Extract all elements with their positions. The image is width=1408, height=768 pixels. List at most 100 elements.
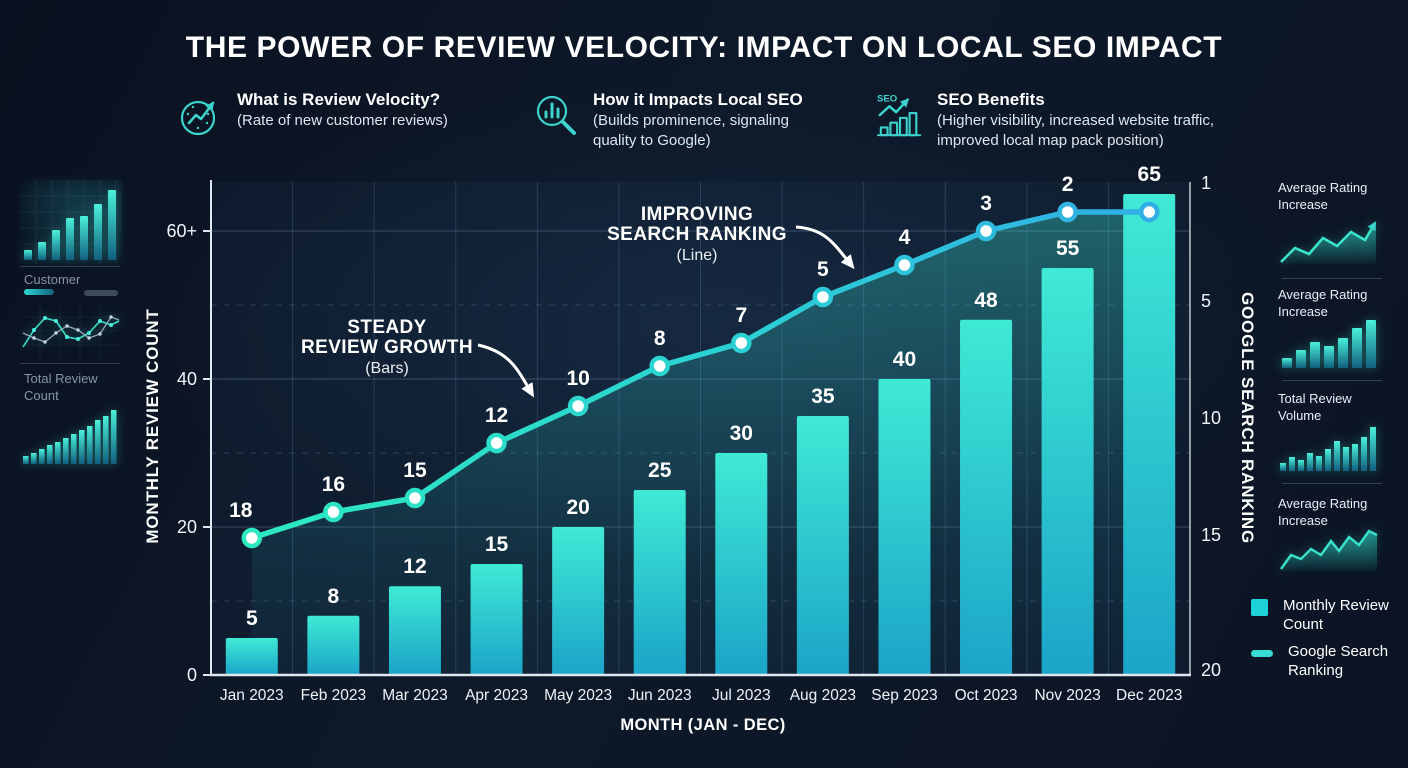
bar-value-label: 55	[1056, 237, 1080, 260]
left-thumbnail-bar-chart	[20, 180, 122, 264]
annotation-sub: (Line)	[676, 246, 718, 264]
line-point	[323, 501, 344, 523]
line-value-label: 4	[899, 226, 911, 249]
header-subtitle: (Builds prominence, signaling quality to…	[593, 112, 789, 149]
magnifier-chart-icon	[536, 95, 576, 135]
bar-value-label: 35	[811, 385, 835, 408]
legend-label: Google Search Ranking	[1288, 643, 1389, 679]
header-item-review-velocity: What is Review Velocity? (Rate of new cu…	[176, 90, 506, 140]
bar	[633, 490, 686, 675]
right-thumbnail-bar-chart-dense	[1280, 427, 1376, 471]
annotation-line: IMPROVING	[640, 204, 754, 225]
bar	[796, 416, 849, 675]
header-item-seo-benefits: SEO SEO Benefits (Higher visibility, inc…	[876, 90, 1244, 150]
annotation-line: STEADY	[347, 317, 427, 338]
annotation-steady-review-growth: STEADY REVIEW GROWTH (Bars)	[272, 318, 502, 378]
bar	[715, 453, 768, 675]
x-axis-label: Feb 2023	[301, 687, 367, 704]
right-axis-tick: 20	[1201, 660, 1221, 680]
line-point	[894, 254, 915, 276]
right-axis-tick: 15	[1201, 525, 1221, 545]
header-title: SEO Benefits	[937, 90, 1045, 109]
line-point	[812, 286, 834, 308]
x-axis-label: Jan 2023	[220, 687, 284, 704]
header-subtitle: (Higher visibility, increased website tr…	[937, 112, 1215, 149]
divider	[20, 266, 120, 267]
line-point	[567, 395, 589, 417]
left-axis-tick: 0	[187, 665, 197, 685]
line-value-label: 15	[403, 459, 427, 482]
x-axis-label: Oct 2023	[955, 687, 1018, 704]
left-thumbnail-bar-chart-small	[23, 410, 117, 464]
line-value-label: 8	[654, 327, 666, 350]
left-sidebar-label-customer: Customer	[24, 272, 81, 287]
header-item-local-seo: How it Impacts Local SEO (Builds promine…	[532, 90, 832, 150]
legend-item-google-search-ranking: Google Search Ranking	[1251, 643, 1400, 681]
legend-bar-swatch	[1251, 599, 1268, 616]
bar	[470, 564, 523, 675]
right-thumbnail-area-arrow	[1280, 221, 1377, 264]
line-value-label: 7	[735, 304, 747, 327]
x-axis-label: Mar 2023	[382, 687, 447, 704]
legend-label: Monthly Review Count	[1283, 597, 1389, 633]
x-axis-label: Apr 2023	[465, 687, 528, 704]
header-text: What is Review Velocity? (Rate of new cu…	[237, 90, 448, 131]
right-axis-title: GOOGLE SEARCH RANKING	[1238, 292, 1257, 544]
right-axis-tick: 1	[1201, 173, 1211, 193]
x-axis-label: May 2023	[544, 687, 612, 704]
bar-value-label: 30	[730, 422, 753, 445]
annotation-line: REVIEW GROWTH	[301, 336, 473, 358]
right-axis-tick: 10	[1201, 408, 1221, 428]
right-thumbnail-area-chart	[1280, 529, 1378, 571]
header-subtitle: (Rate of new customer reviews)	[237, 112, 448, 130]
bar-value-label: 25	[648, 459, 672, 482]
progress-pill-gray	[84, 290, 118, 296]
left-axis-tick: 20	[177, 517, 197, 537]
left-thumbnail-line-chart	[20, 303, 122, 361]
bar-value-label: 12	[403, 555, 426, 578]
annotation-line: SEARCH RANKING	[607, 223, 787, 245]
line-value-label: 16	[322, 473, 345, 496]
right-sidebar-label-3: Total Review Volume	[1278, 391, 1352, 423]
page-title: THE POWER OF REVIEW VELOCITY: IMPACT ON …	[185, 31, 1223, 64]
annotation-arrow-bars	[477, 343, 535, 398]
x-axis-label: Dec 2023	[1116, 687, 1182, 704]
annotation-arrow-line	[795, 225, 855, 270]
x-axis-label: Aug 2023	[790, 687, 856, 704]
bar	[1041, 268, 1094, 675]
bar-value-label: 5	[246, 607, 258, 630]
divider	[1282, 380, 1382, 381]
right-sidebar-label-4: Average Rating Increase	[1278, 496, 1368, 528]
bar	[225, 638, 278, 675]
line-value-label: 2	[1062, 173, 1074, 196]
header-text: How it Impacts Local SEO (Builds promine…	[593, 90, 831, 150]
divider	[1282, 278, 1382, 279]
x-axis-label: Jun 2023	[628, 687, 692, 704]
bar	[388, 586, 441, 675]
legend-item-monthly-review-count: Monthly Review Count	[1251, 597, 1395, 635]
left-axis-title: MONTHLY REVIEW COUNT	[143, 308, 162, 544]
left-axis-tick: 40	[177, 369, 197, 389]
bar	[960, 319, 1013, 675]
line-point	[731, 332, 752, 354]
left-axis-tick: 60+	[166, 221, 197, 241]
left-sidebar-label-total-review-count: Total Review Count	[24, 371, 98, 403]
bar-value-label: 48	[974, 289, 998, 312]
line-value-label: 3	[980, 192, 992, 215]
right-sidebar-label-1: Average Rating Increase	[1278, 180, 1368, 212]
annotation-sub: (Bars)	[365, 359, 409, 377]
bar	[307, 615, 360, 675]
divider	[1282, 483, 1382, 484]
line-value-label: 18	[229, 499, 253, 522]
x-axis-label: Sep 2023	[871, 687, 937, 704]
line-value-label: 12	[485, 404, 508, 427]
right-axis-tick: 5	[1201, 291, 1211, 311]
header-text: SEO Benefits (Higher visibility, increas…	[937, 90, 1257, 150]
right-sidebar-label-2: Average Rating Increase	[1278, 287, 1368, 319]
bar-value-label: 65	[1138, 163, 1162, 186]
line-value-label: 10	[566, 367, 589, 390]
bar	[552, 527, 605, 675]
